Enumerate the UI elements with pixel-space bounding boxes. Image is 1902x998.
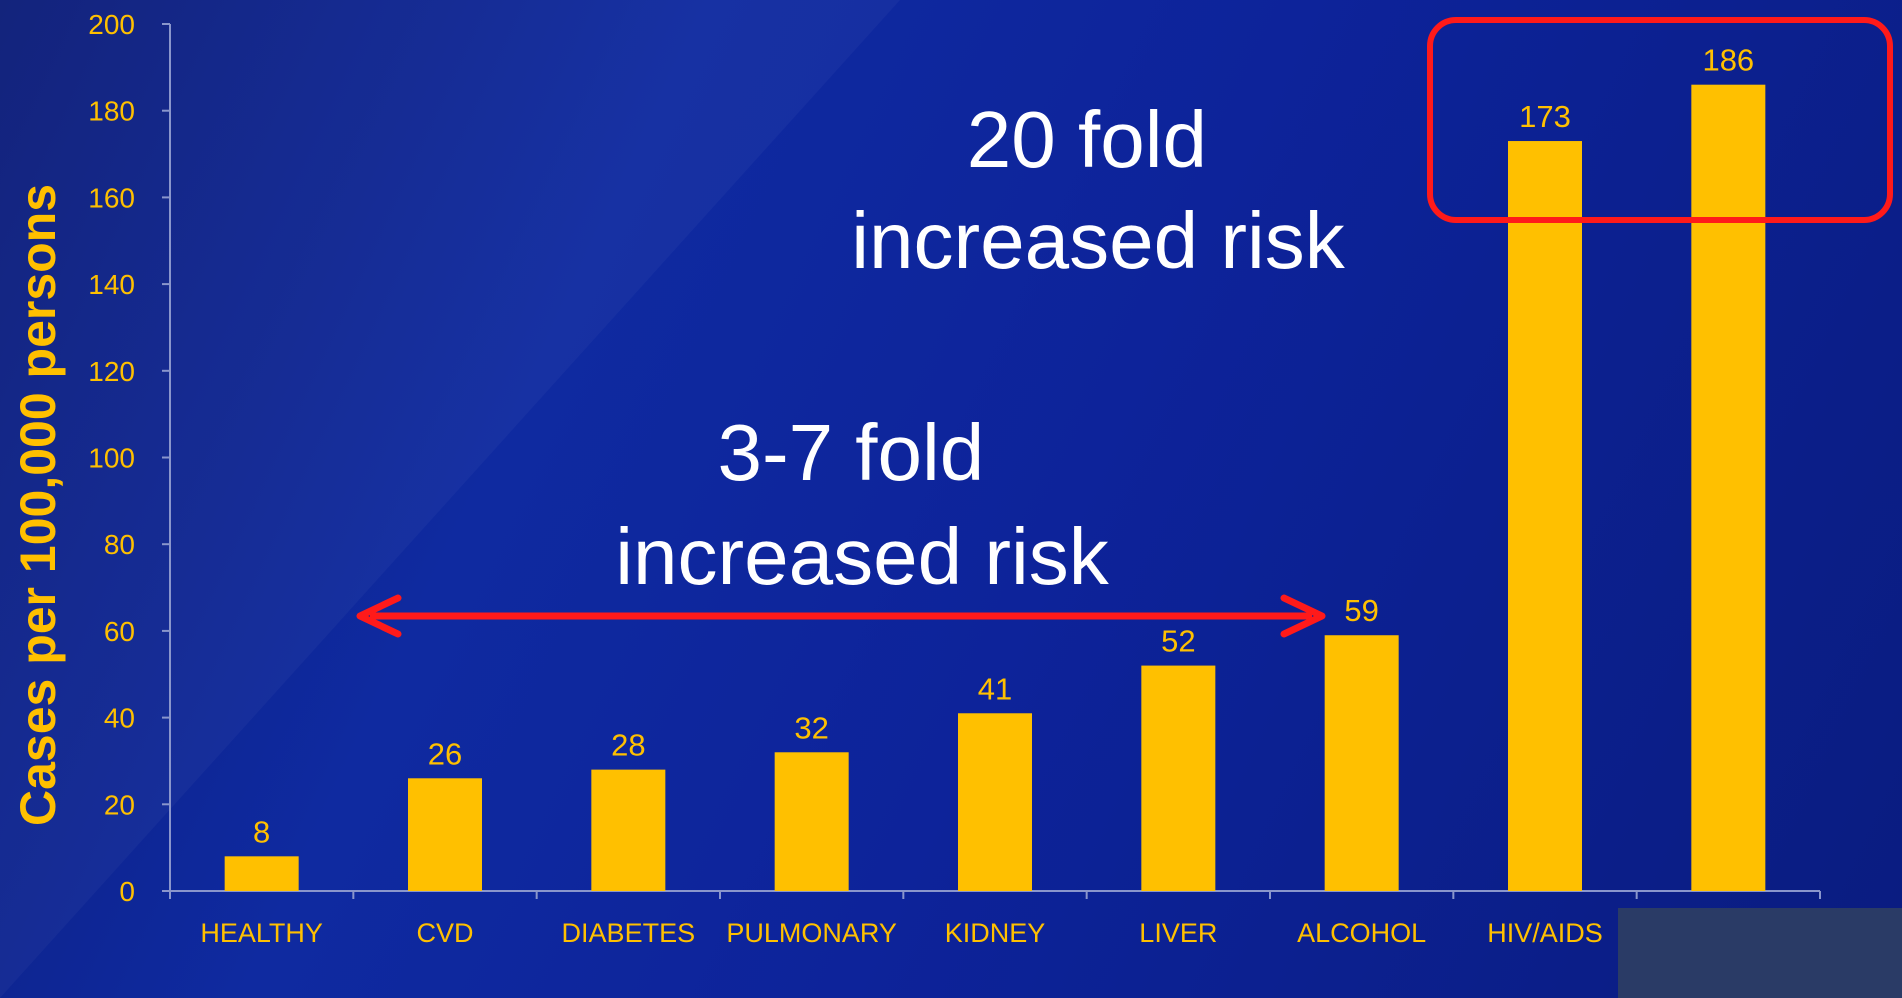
y-axis-title: Cases per 100,000 persons (10, 184, 66, 826)
category-label: CVD (416, 918, 473, 948)
category-label: HEALTHY (200, 918, 323, 948)
annotation-20-fold-line2: increased risk (851, 196, 1346, 285)
category-label: DIABETES (562, 918, 696, 948)
y-tick-label: 120 (88, 356, 135, 387)
data-label: 28 (611, 728, 645, 763)
highlight-box (1427, 17, 1893, 223)
category-label: HIV/AIDS (1487, 918, 1603, 948)
annotation-3-7-fold-line2: increased risk (615, 512, 1110, 601)
bar (1508, 141, 1582, 892)
category-label: KIDNEY (945, 918, 1046, 948)
y-tick-label: 40 (104, 703, 135, 734)
y-tick-label: 180 (88, 96, 135, 127)
bar (591, 769, 666, 891)
annotation-20-fold-line1: 20 fold (967, 95, 1207, 184)
data-labels: 8 26 28 32 41 52 59 173 186 (253, 43, 1754, 850)
bar (958, 713, 1032, 891)
bar (1141, 665, 1216, 891)
y-tick-label: 20 (104, 789, 135, 820)
y-tick-label: 140 (88, 269, 135, 300)
annotation-3-7-fold: 3-7 fold increased risk (615, 408, 1110, 601)
data-label: 173 (1519, 99, 1571, 134)
bar (1324, 635, 1399, 891)
data-label: 59 (1344, 593, 1378, 628)
data-label: 32 (794, 710, 828, 745)
hematological-cancer-label-box (1618, 908, 1902, 998)
data-label: 8 (253, 814, 270, 849)
bar (408, 778, 482, 891)
data-label: 186 (1702, 43, 1754, 78)
annotation-20-fold: 20 fold increased risk (851, 95, 1346, 285)
bar (774, 752, 849, 891)
category-label: LIVER (1139, 918, 1217, 948)
arrow-head-right (1280, 594, 1326, 638)
y-tick-label: 80 (104, 529, 135, 560)
y-tick-label: 160 (88, 182, 135, 213)
data-label: 52 (1161, 624, 1195, 659)
y-axis-ticks: 0 20 40 60 80 100 120 140 160 180 200 (88, 9, 170, 907)
category-label: ALCOHOL (1297, 918, 1426, 948)
y-tick-label: 60 (104, 616, 135, 647)
annotation-3-7-fold-line1: 3-7 fold (717, 408, 984, 497)
data-label: 26 (428, 736, 462, 771)
y-tick-label: 0 (119, 876, 135, 907)
category-label: PULMONARY (726, 918, 897, 948)
range-double-arrow (356, 594, 1326, 638)
bar (1691, 84, 1766, 891)
bars (224, 84, 1766, 892)
bar (224, 856, 299, 891)
data-label: 41 (978, 671, 1012, 706)
y-tick-label: 200 (88, 9, 135, 40)
y-tick-label: 100 (88, 443, 135, 474)
arrow-head-left (356, 594, 402, 638)
